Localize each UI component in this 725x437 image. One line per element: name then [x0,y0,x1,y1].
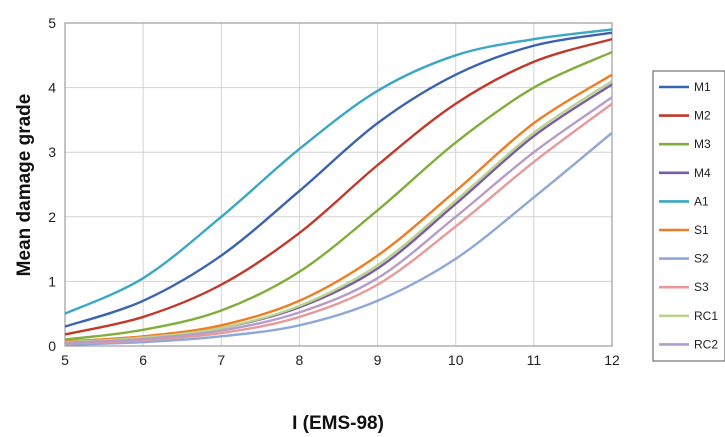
x-tick-label: 9 [374,352,382,368]
x-tick-label: 6 [139,352,147,368]
legend-label: M3 [694,137,711,151]
plot-border [64,22,613,347]
legend-label: M1 [694,80,711,94]
legend-label: S2 [694,252,709,266]
x-tick-label: 8 [296,352,304,368]
legend-label: M4 [694,166,711,180]
y-tick-labels: 0 1 2 3 4 5 [48,15,56,354]
y-tick-label: 1 [48,273,56,289]
legend-box [652,70,725,362]
legend-label: RC1 [694,309,718,323]
series-lines [64,28,613,346]
x-tick-label: 5 [61,352,69,368]
series-line-s2 [64,131,613,346]
x-tick-labels: 5 6 7 8 9 10 11 12 [61,352,620,368]
legend: M1 M2 M3 M4 A1 S1 S2 S3 RC1 RC2 [652,70,725,362]
y-tick-label: 0 [48,338,56,354]
x-tick-label: 11 [527,352,542,368]
series-line-s1 [64,73,613,343]
series-line-m2 [64,37,613,336]
x-tick-label: 7 [217,352,225,368]
y-tick-label: 2 [48,209,56,225]
x-axis-title: I (EMS-98) [292,413,384,434]
y-axis-title: Mean damage grade [14,94,35,277]
series-line-a1 [64,28,613,315]
y-tick-label: 4 [48,80,56,96]
x-tick-label: 10 [448,352,464,368]
series-line-rc1 [64,80,613,344]
y-tick-label: 5 [48,15,56,31]
y-tick-label: 3 [48,144,56,160]
legend-label: S3 [694,280,709,294]
x-tick-label: 12 [604,352,620,368]
series-line-rc2 [64,96,613,344]
legend-label: M2 [694,109,711,123]
legend-label: RC2 [694,337,718,351]
series-line-m1 [64,31,613,328]
series-line-s3 [64,102,613,345]
series-line-m3 [64,50,613,341]
legend-label: A1 [694,194,709,208]
legend-label: S1 [694,223,709,237]
